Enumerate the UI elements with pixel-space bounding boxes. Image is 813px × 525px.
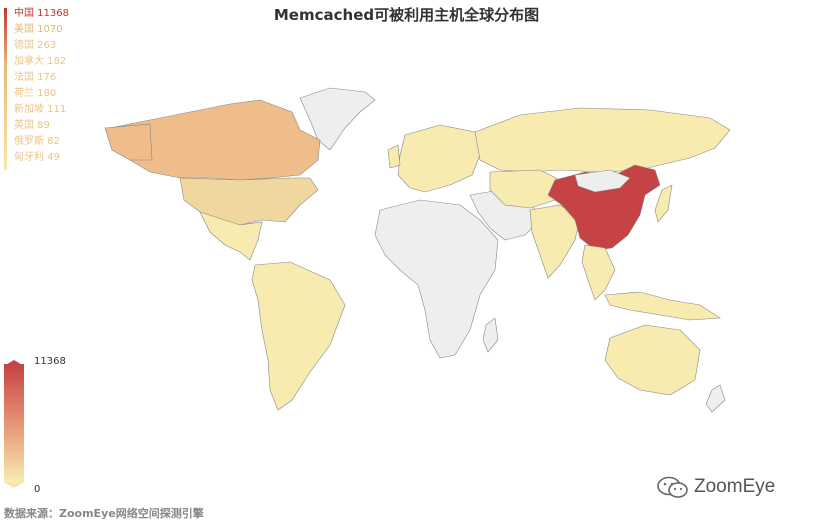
legend-color-bar — [4, 8, 7, 170]
map-australia — [604, 324, 701, 396]
visual-map-min-handle[interactable] — [4, 482, 24, 488]
visual-map-min-label: 0 — [34, 484, 41, 495]
map-mongolia — [574, 169, 631, 193]
legend-item[interactable]: 匈牙利 49 — [14, 152, 60, 163]
visual-map-max-label: 11368 — [34, 356, 66, 367]
zoomeye-watermark: ZoomEye — [656, 476, 775, 498]
map-greenland — [299, 87, 376, 151]
map-africa — [374, 199, 499, 359]
map-canada — [109, 99, 321, 181]
map-china — [547, 164, 661, 251]
legend-item[interactable]: 德国 263 — [14, 40, 57, 51]
map-central-asia — [489, 169, 561, 209]
legend-item[interactable]: 法国 176 — [14, 72, 57, 83]
map-new-zealand — [705, 384, 726, 413]
map-mexico — [199, 211, 263, 261]
legend-item[interactable]: 新加坡 111 — [14, 104, 67, 115]
map-uk — [387, 144, 401, 169]
map-southeast-asia — [581, 244, 616, 301]
legend-item[interactable]: 加拿大 182 — [14, 56, 67, 67]
map-madagascar — [482, 317, 499, 353]
map-south-america — [251, 261, 346, 411]
map-alaska — [104, 123, 153, 161]
data-source-text: 数据来源：ZoomEye网络空间探测引擎 — [4, 507, 204, 520]
map-indonesia — [604, 291, 721, 321]
map-japan — [654, 184, 673, 223]
map-europe — [397, 124, 481, 193]
visual-map-gradient[interactable] — [4, 364, 24, 482]
legend-item[interactable]: 荷兰 180 — [14, 88, 57, 99]
wechat-icon — [657, 476, 688, 498]
legend-item[interactable]: 中国 11368 — [14, 8, 69, 19]
map-usa — [179, 177, 319, 226]
watermark-text: ZoomEye — [694, 476, 776, 497]
legend-item[interactable]: 美国 1070 — [14, 24, 63, 35]
legend-item[interactable]: 英国 89 — [14, 120, 50, 131]
visual-map[interactable]: 11368 0 — [4, 356, 66, 496]
map-russia — [474, 107, 731, 173]
legend-item[interactable]: 俄罗斯 82 — [14, 136, 60, 147]
visual-map-max-handle[interactable] — [4, 360, 24, 366]
chart-title: Memcached可被利用主机全球分布图 — [273, 6, 540, 24]
